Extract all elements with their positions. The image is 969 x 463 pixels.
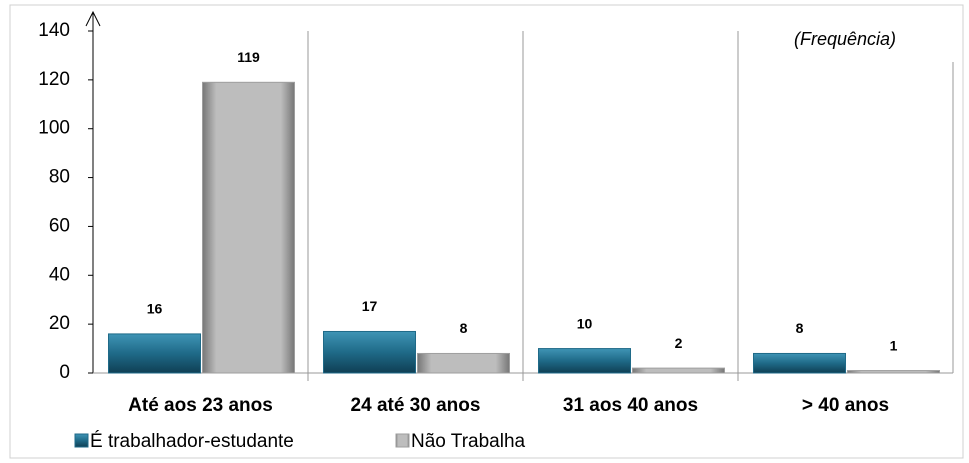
bar <box>417 352 510 374</box>
y-tick-label: 140 <box>38 20 70 41</box>
legend-label: É trabalhador-estudante <box>90 431 294 452</box>
value-label: 8 <box>796 320 804 336</box>
legend-label: Não Trabalha <box>411 431 526 452</box>
y-tick-label: 120 <box>38 69 70 90</box>
y-tick-label: 80 <box>49 167 70 188</box>
bar <box>632 367 725 374</box>
bar <box>847 370 940 374</box>
y-tick-label: 0 <box>59 362 70 383</box>
y-axis-arrow <box>85 10 101 27</box>
legend-swatch <box>395 433 410 448</box>
x-tick-label: 31 aos 40 anos <box>563 395 698 416</box>
value-label: 2 <box>675 335 683 351</box>
value-label: 8 <box>460 320 468 336</box>
bar <box>538 348 631 374</box>
bar <box>202 81 295 374</box>
bar <box>323 330 416 374</box>
annotation: (Frequência) <box>794 29 896 49</box>
legend-swatch <box>74 433 89 448</box>
value-label: 16 <box>147 301 163 317</box>
x-tick-label: > 40 anos <box>802 395 889 416</box>
x-tick-label: 24 até 30 anos <box>351 395 481 416</box>
bar <box>108 333 201 374</box>
chart-frame <box>9 4 964 459</box>
value-label: 1 <box>890 337 898 353</box>
y-tick-label: 40 <box>49 264 70 285</box>
value-label: 10 <box>577 315 593 331</box>
y-tick-label: 60 <box>49 215 70 236</box>
y-tick-label: 20 <box>49 313 70 334</box>
value-label: 17 <box>362 298 378 314</box>
value-label: 119 <box>237 49 260 65</box>
y-tick-label: 100 <box>38 118 70 139</box>
x-tick-label: Até aos 23 anos <box>128 395 273 416</box>
bar <box>753 352 846 374</box>
